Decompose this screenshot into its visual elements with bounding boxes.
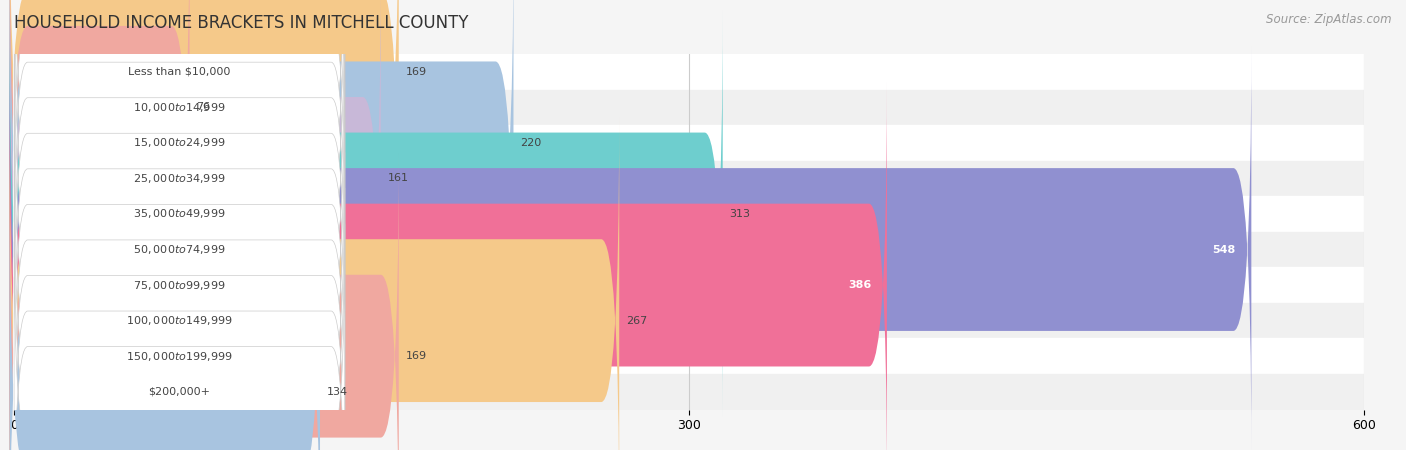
Bar <box>14 232 1364 267</box>
FancyBboxPatch shape <box>14 224 344 450</box>
Text: $50,000 to $74,999: $50,000 to $74,999 <box>134 243 225 256</box>
FancyBboxPatch shape <box>14 10 344 346</box>
Bar <box>14 303 1364 338</box>
Text: 386: 386 <box>848 280 872 290</box>
Text: 267: 267 <box>626 315 647 326</box>
Text: 313: 313 <box>730 209 751 219</box>
FancyBboxPatch shape <box>10 0 381 382</box>
FancyBboxPatch shape <box>14 0 344 311</box>
FancyBboxPatch shape <box>10 0 190 310</box>
FancyBboxPatch shape <box>14 0 344 240</box>
Bar <box>14 161 1364 196</box>
Text: 548: 548 <box>1212 244 1236 255</box>
Text: $10,000 to $14,999: $10,000 to $14,999 <box>134 101 225 114</box>
FancyBboxPatch shape <box>10 0 399 275</box>
Text: Source: ZipAtlas.com: Source: ZipAtlas.com <box>1267 14 1392 27</box>
Bar <box>14 90 1364 125</box>
Text: 220: 220 <box>520 138 541 148</box>
FancyBboxPatch shape <box>14 117 344 450</box>
Bar <box>14 196 1364 232</box>
FancyBboxPatch shape <box>10 189 321 450</box>
Text: HOUSEHOLD INCOME BRACKETS IN MITCHELL COUNTY: HOUSEHOLD INCOME BRACKETS IN MITCHELL CO… <box>14 14 468 32</box>
Text: $100,000 to $149,999: $100,000 to $149,999 <box>127 314 233 327</box>
Text: Less than $10,000: Less than $10,000 <box>128 67 231 77</box>
Bar <box>14 374 1364 410</box>
Text: 134: 134 <box>326 387 347 397</box>
FancyBboxPatch shape <box>14 81 344 418</box>
Bar <box>14 267 1364 303</box>
FancyBboxPatch shape <box>14 153 344 450</box>
FancyBboxPatch shape <box>14 46 344 382</box>
Text: 161: 161 <box>388 173 409 184</box>
Text: $35,000 to $49,999: $35,000 to $49,999 <box>134 207 225 220</box>
Text: $15,000 to $24,999: $15,000 to $24,999 <box>134 136 225 149</box>
Text: $200,000+: $200,000+ <box>149 387 211 397</box>
FancyBboxPatch shape <box>10 46 1251 450</box>
Text: $75,000 to $99,999: $75,000 to $99,999 <box>134 279 225 292</box>
FancyBboxPatch shape <box>14 0 344 275</box>
Bar <box>14 125 1364 161</box>
FancyBboxPatch shape <box>10 82 887 450</box>
Text: 169: 169 <box>405 351 426 361</box>
FancyBboxPatch shape <box>10 153 399 450</box>
Text: $25,000 to $34,999: $25,000 to $34,999 <box>134 172 225 185</box>
Bar <box>14 338 1364 374</box>
Text: 169: 169 <box>405 67 426 77</box>
FancyBboxPatch shape <box>10 11 723 417</box>
FancyBboxPatch shape <box>10 117 619 450</box>
FancyBboxPatch shape <box>10 0 513 346</box>
FancyBboxPatch shape <box>14 188 344 450</box>
Text: $150,000 to $199,999: $150,000 to $199,999 <box>127 350 233 363</box>
Bar <box>14 54 1364 90</box>
Text: 76: 76 <box>197 102 211 112</box>
